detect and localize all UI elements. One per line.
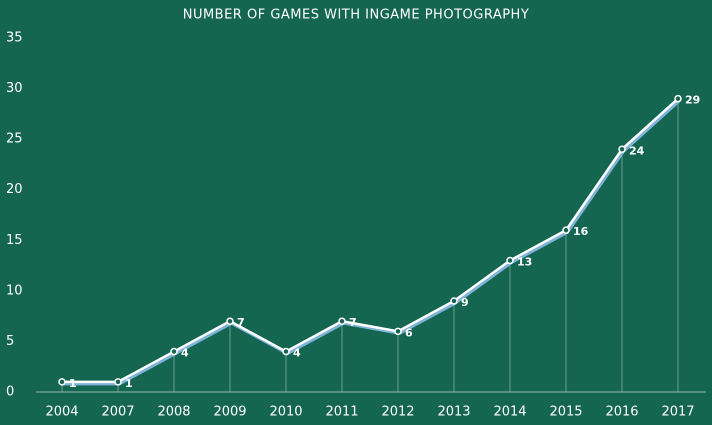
data-label: 16 <box>573 225 589 238</box>
y-tick-label: 10 <box>6 283 23 298</box>
x-tick-label: 2010 <box>269 405 302 420</box>
y-tick-label: 20 <box>6 182 23 197</box>
y-tick-label: 30 <box>6 81 23 96</box>
x-tick-label: 2007 <box>101 405 134 420</box>
line <box>62 97 679 384</box>
x-tick-label: 2014 <box>493 405 526 420</box>
data-label: 7 <box>349 316 357 329</box>
x-tick-label: 2009 <box>213 405 246 420</box>
data-label: 6 <box>405 326 413 339</box>
point <box>450 297 458 305</box>
data-label: 9 <box>461 296 469 309</box>
y-tick-label: 35 <box>6 31 23 46</box>
y-tick-label: 25 <box>6 132 23 147</box>
y-tick-label: 15 <box>6 233 23 248</box>
data-label: 1 <box>69 377 77 390</box>
point <box>506 256 514 265</box>
x-tick-label: 2013 <box>437 405 470 420</box>
point <box>170 347 178 356</box>
data-label: 29 <box>685 94 700 107</box>
chart-title: NUMBER OF GAMES WITH INGAME PHOTOGRAPHY <box>183 8 530 23</box>
data-label: 13 <box>517 256 532 269</box>
point <box>282 347 290 356</box>
y-tick-label: 0 <box>6 385 14 400</box>
line-shadow <box>63 99 681 386</box>
point <box>226 317 234 325</box>
point <box>562 226 570 234</box>
point <box>114 378 122 386</box>
y-tick-label: 5 <box>6 334 14 349</box>
point <box>338 317 346 325</box>
point <box>58 378 66 386</box>
x-tick-label: 2017 <box>661 405 694 420</box>
x-tick-label: 2004 <box>45 405 78 420</box>
data-label: 1 <box>125 377 133 390</box>
x-tick-label: 2015 <box>549 405 582 420</box>
x-tick-label: 2008 <box>157 405 190 420</box>
point <box>618 145 626 154</box>
data-label: 7 <box>237 316 245 329</box>
x-tick-label: 2011 <box>325 405 358 420</box>
x-tick-label: 2012 <box>381 405 414 420</box>
data-label: 4 <box>181 347 189 360</box>
data-label: 4 <box>293 347 301 360</box>
x-tick-label: 2016 <box>605 405 638 420</box>
point <box>674 94 682 103</box>
data-label: 24 <box>629 144 645 157</box>
point <box>394 327 402 336</box>
